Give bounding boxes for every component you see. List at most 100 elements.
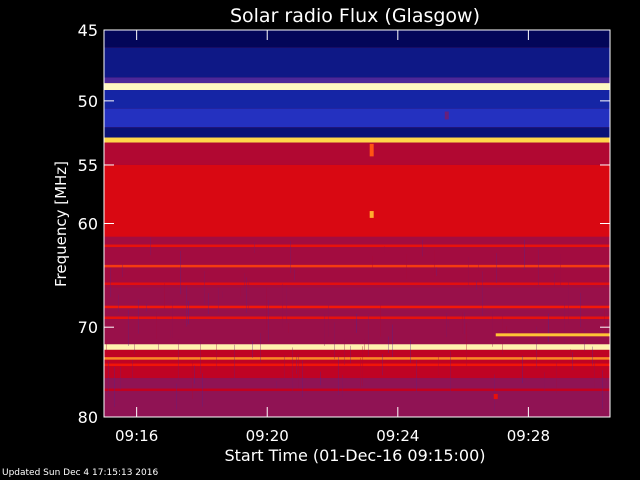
texture-streak <box>572 352 573 371</box>
spectrogram-texture <box>104 237 607 412</box>
texture-streak <box>284 355 285 380</box>
texture-streak <box>416 360 417 393</box>
texture-streak <box>548 313 549 342</box>
y-axis: 45 50 55 60 70 80 <box>78 21 610 427</box>
x-tick-label: 09:24 <box>376 427 419 445</box>
texture-streak <box>342 374 343 398</box>
texture-streak <box>544 372 545 391</box>
texture-streak <box>482 271 483 316</box>
texture-streak <box>380 305 381 337</box>
texture-streak <box>446 312 447 338</box>
texture-streak <box>462 312 463 335</box>
texture-streak <box>594 361 595 388</box>
texture-streak <box>180 250 181 295</box>
texture-streak <box>216 343 217 371</box>
texture-streak <box>128 309 129 346</box>
texture-streak <box>170 330 171 338</box>
texture-streak <box>204 271 205 305</box>
frequency-line <box>104 282 610 286</box>
texture-streak <box>388 336 389 354</box>
y-tick-label: 80 <box>78 408 98 427</box>
x-axis-label: Start Time (01-Dec-16 09:15:00) <box>224 446 485 465</box>
texture-streak <box>294 269 295 281</box>
texture-streak <box>344 339 345 365</box>
texture-streak <box>328 305 329 337</box>
texture-streak <box>120 366 121 390</box>
y-tick-label: 70 <box>78 318 98 337</box>
y-tick-label: 50 <box>78 92 98 111</box>
burst-event <box>369 211 374 218</box>
texture-streak <box>364 339 365 351</box>
frequency-line <box>104 244 610 248</box>
texture-streak <box>282 283 283 328</box>
frequency-band <box>104 47 610 78</box>
plot-area <box>104 30 610 417</box>
frequency-band <box>104 108 610 128</box>
y-tick-label: 45 <box>78 21 98 40</box>
texture-streak <box>110 267 111 297</box>
texture-streak <box>524 239 525 270</box>
texture-streak <box>564 302 565 344</box>
texture-streak <box>176 383 177 410</box>
texture-streak <box>222 291 223 298</box>
texture-streak <box>164 283 165 309</box>
texture-streak <box>122 264 123 278</box>
texture-streak <box>554 273 555 287</box>
texture-streak <box>156 311 157 340</box>
frequency-band <box>104 83 610 91</box>
texture-streak <box>298 353 299 388</box>
texture-streak <box>296 357 297 374</box>
frequency-band <box>104 137 610 143</box>
texture-streak <box>266 286 267 330</box>
texture-streak <box>146 304 147 312</box>
texture-streak <box>192 360 193 399</box>
texture-streak <box>384 246 385 254</box>
texture-streak <box>290 240 291 274</box>
texture-streak <box>276 381 277 389</box>
texture-streak <box>240 286 241 297</box>
texture-streak <box>422 239 423 257</box>
texture-streak <box>506 326 507 334</box>
texture-streak <box>434 250 435 278</box>
texture-streak <box>356 313 357 333</box>
x-axis: 09:16 09:20 09:24 09:28 <box>115 30 550 445</box>
texture-streak <box>108 361 109 397</box>
frequency-band <box>104 378 610 417</box>
texture-streak <box>368 313 369 357</box>
texture-streak <box>476 280 477 290</box>
texture-streak <box>286 285 287 323</box>
texture-streak <box>138 299 139 334</box>
texture-streak <box>292 347 293 392</box>
texture-streak <box>580 292 581 328</box>
texture-streak <box>244 272 245 289</box>
texture-streak <box>268 299 269 342</box>
texture-streak <box>324 314 325 346</box>
burst-event <box>444 111 449 120</box>
texture-streak <box>200 341 201 375</box>
frequency-band <box>104 77 610 84</box>
texture-streak <box>218 287 219 313</box>
texture-streak <box>158 343 159 351</box>
texture-streak <box>246 277 247 313</box>
texture-streak <box>606 374 607 381</box>
x-tick-label: 09:20 <box>246 427 289 445</box>
texture-streak <box>114 367 115 407</box>
texture-streak <box>288 323 289 333</box>
texture-streak <box>150 237 151 256</box>
x-tick-label: 09:16 <box>115 427 158 445</box>
texture-streak <box>194 365 195 384</box>
frequency-band <box>104 142 610 165</box>
frequency-band <box>104 236 610 288</box>
texture-streak <box>584 328 585 352</box>
texture-streak <box>334 322 335 360</box>
texture-streak <box>602 370 603 409</box>
texture-streak <box>392 324 393 357</box>
texture-streak <box>478 263 479 271</box>
y-tick-label: 55 <box>78 156 98 175</box>
texture-streak <box>450 351 451 393</box>
frequency-band <box>104 90 610 109</box>
texture-streak <box>560 253 561 287</box>
frequency-band <box>104 164 610 237</box>
texture-streak <box>252 341 253 358</box>
